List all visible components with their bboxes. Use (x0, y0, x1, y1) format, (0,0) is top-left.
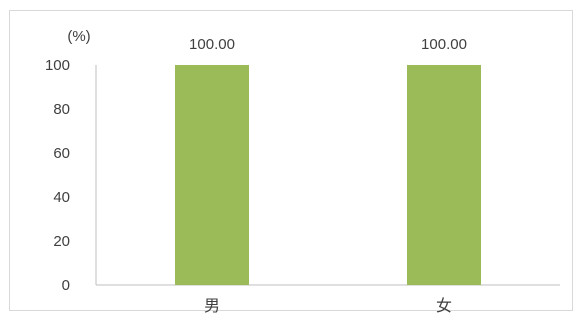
y-tick-label: 0 (62, 277, 70, 294)
bars-group (175, 65, 481, 285)
x-category-label: 男 (204, 296, 220, 315)
y-tick-label: 80 (53, 101, 70, 118)
chart-border (9, 10, 573, 311)
y-tick-label: 60 (53, 145, 70, 162)
x-axis-labels: 男女 (204, 296, 452, 315)
bar (175, 65, 249, 285)
y-tick-label: 40 (53, 189, 70, 206)
y-axis-ticks: 0 20 40 60 80 100 (45, 57, 70, 294)
y-tick-label: 20 (53, 233, 70, 250)
bar-data-label: 100.00 (421, 36, 467, 53)
data-labels-group: 100.00 100.00 (189, 36, 467, 53)
x-category-label: 女 (436, 296, 452, 315)
y-axis-unit-label: (%) (67, 28, 90, 45)
y-tick-label: 100 (45, 57, 70, 74)
bar (407, 65, 481, 285)
bar-data-label: 100.00 (189, 36, 235, 53)
